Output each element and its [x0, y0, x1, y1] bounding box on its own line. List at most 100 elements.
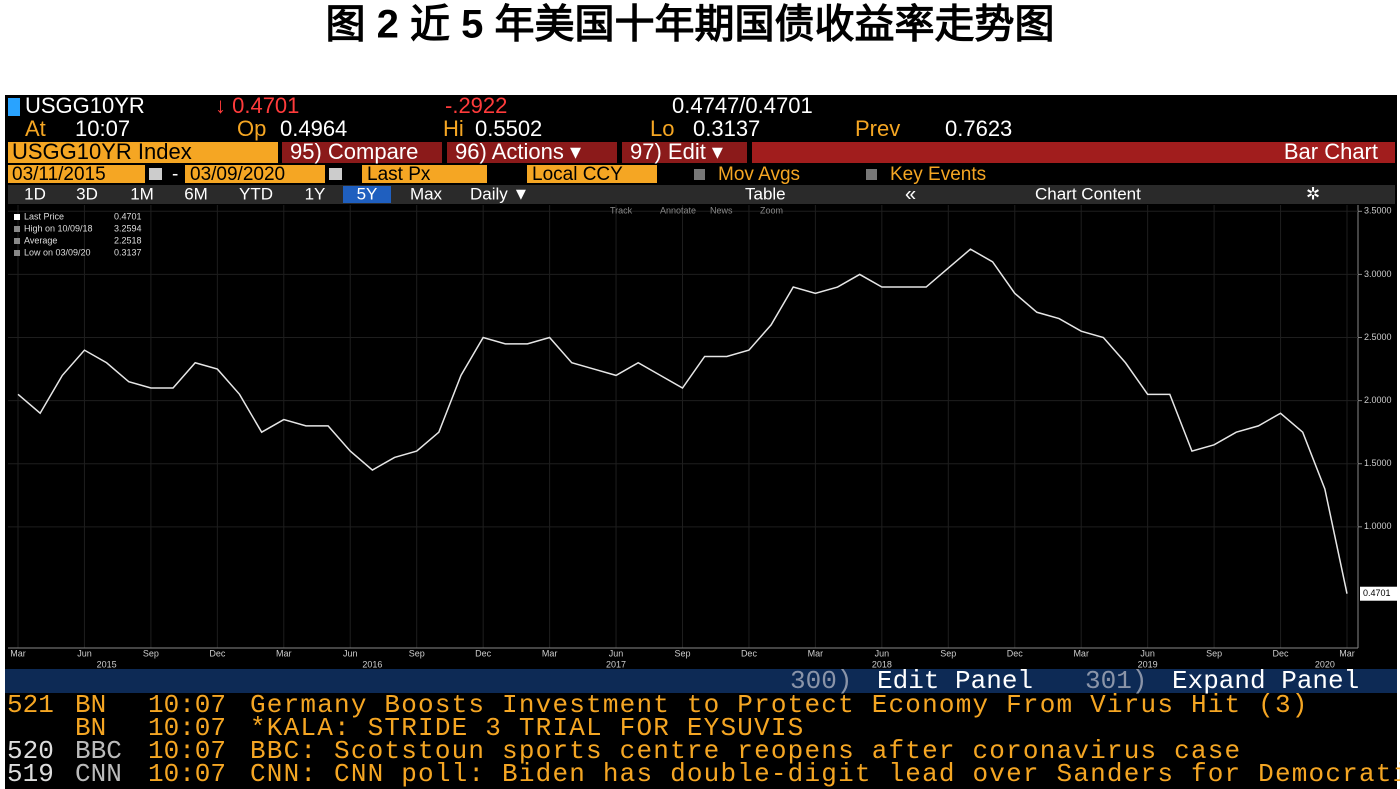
- chart-tool[interactable]: Track: [610, 205, 633, 215]
- actions: 96) Actions ▾: [455, 139, 581, 164]
- hi: 0.5502: [475, 116, 542, 141]
- x-tick-label: Jun: [343, 648, 358, 658]
- currency: Local CCY: [532, 164, 623, 185]
- edit-button[interactable]: [622, 142, 747, 163]
- legend-value: 2.2518: [114, 235, 142, 245]
- op: 0.4964: [280, 116, 347, 141]
- ticker-marker: [8, 98, 20, 116]
- collapse[interactable]: «: [905, 183, 916, 205]
- expand-panel-number: 301): [1085, 666, 1147, 696]
- edit-panel[interactable]: Edit Panel: [877, 666, 1033, 696]
- x-tick-label: Sep: [409, 648, 425, 658]
- field-box[interactable]: [362, 165, 487, 183]
- news-time: 10:07: [148, 713, 226, 743]
- mov-avgs: Mov Avgs: [718, 164, 800, 185]
- news-headline[interactable]: *KALA: STRIDE 3 TRIAL FOR EYSUVIS: [250, 713, 804, 743]
- x-tick-label: Sep: [1206, 648, 1222, 658]
- ticker: USGG10YR: [25, 93, 145, 118]
- range-button[interactable]: 1D: [24, 184, 46, 203]
- plot: Mar Jun Sep Dec Mar Jun Sep Dec Mar Jun Sep Dec Mar J…: [8, 205, 1398, 669]
- legend-marker: [14, 250, 20, 256]
- last-price-box: [1360, 586, 1398, 601]
- range-button[interactable]: 6M: [184, 184, 208, 203]
- range-selected[interactable]: [343, 186, 391, 203]
- x-tick-label: Mar: [542, 648, 558, 658]
- checkbox[interactable]: [694, 169, 705, 180]
- range-button[interactable]: 1Y: [305, 184, 326, 203]
- y-tick-label: 2.5000: [1364, 332, 1392, 342]
- x-year-label: 2020: [1315, 659, 1335, 669]
- legend-value: 0.3137: [114, 247, 142, 257]
- x-tick-label: Mar: [276, 648, 292, 658]
- y-tick-label: 1.5000: [1364, 458, 1392, 468]
- news-id: 520: [7, 736, 54, 766]
- legend-marker: [14, 226, 20, 232]
- chart-type: Bar Chart: [1284, 139, 1378, 164]
- range-button[interactable]: 1M: [130, 184, 154, 203]
- x-year-label: 2015: [97, 659, 117, 669]
- news-time: 10:07: [148, 759, 226, 789]
- actions-button[interactable]: [447, 142, 617, 163]
- end-date-box[interactable]: [185, 165, 325, 183]
- at-label: At: [25, 116, 46, 141]
- x-tick-label: Mar: [10, 648, 26, 658]
- news-time: 10:07: [148, 736, 226, 766]
- news-list: 521 BN 10:07 Germany Boosts Investment to P…: [7, 690, 1400, 789]
- news-source: BN: [75, 690, 106, 720]
- end-date: 03/09/2020: [190, 164, 285, 185]
- x-tick-label: Jun: [77, 648, 92, 658]
- period[interactable]: Daily ▼: [470, 184, 529, 203]
- prev: 0.7623: [945, 116, 1012, 141]
- expand-panel[interactable]: Expand Panel: [1172, 666, 1359, 696]
- range-buttons: 1D 3D 1M 6M YTD 1Y 5Y Max: [24, 184, 442, 203]
- security: USGG10YR Index: [12, 139, 192, 164]
- range-button[interactable]: 3D: [76, 184, 98, 203]
- chart-type-bar: [752, 142, 1395, 163]
- currency-box[interactable]: [527, 165, 657, 183]
- range-button[interactable]: Max: [410, 184, 443, 203]
- y-tick-label: 1.0000: [1364, 521, 1392, 531]
- bid-ask: 0.4747/0.4701: [672, 93, 813, 118]
- security-box[interactable]: [8, 142, 278, 163]
- news-headline[interactable]: CNN: CNN poll: Biden has double-digit le…: [250, 759, 1400, 789]
- date-dash: -: [172, 164, 178, 185]
- y-tick-label: 3.0000: [1364, 269, 1392, 279]
- chart-tool[interactable]: Annotate: [660, 205, 696, 215]
- x-tick-label: Sep: [143, 648, 159, 658]
- calendar-icon[interactable]: [149, 168, 162, 180]
- x-tick-label: Mar: [808, 648, 824, 658]
- x-tick-label: Dec: [475, 648, 492, 658]
- last-price-label: 0.4701: [1363, 588, 1391, 598]
- y-tick-label: 2.0000: [1364, 395, 1392, 405]
- chart-tool[interactable]: Zoom: [760, 205, 783, 215]
- settings-icon[interactable]: ✲: [1306, 184, 1320, 203]
- x-tick-label: Mar: [1339, 648, 1355, 658]
- x-tick-label: Sep: [940, 648, 956, 658]
- range-button[interactable]: YTD: [239, 184, 273, 203]
- chart-tool[interactable]: News: [710, 205, 733, 215]
- news-id: 519: [7, 759, 54, 789]
- legend-label: High on 10/09/18: [24, 223, 93, 233]
- x-year-label: 2018: [872, 659, 892, 669]
- x-tick-label: Dec: [209, 648, 226, 658]
- table[interactable]: Table: [745, 184, 786, 203]
- x-tick-label: Dec: [1273, 648, 1290, 658]
- news-source: BBC: [75, 736, 122, 766]
- x-year-label: 2017: [606, 659, 626, 669]
- lo-label: Lo: [650, 116, 674, 141]
- legend-marker: [14, 238, 20, 244]
- news-headline[interactable]: BBC: Scotstoun sports centre reopens aft…: [250, 736, 1241, 766]
- legend-value: 0.4701: [114, 211, 142, 221]
- range-button[interactable]: 5Y: [357, 184, 378, 203]
- calendar-icon[interactable]: [329, 168, 342, 180]
- prev-label: Prev: [855, 116, 900, 141]
- edit-panel-number: 300): [790, 666, 852, 696]
- news-headline[interactable]: Germany Boosts Investment to Protect Eco…: [250, 690, 1309, 720]
- x-year-label: 2019: [1138, 659, 1158, 669]
- start-date-box[interactable]: [8, 165, 145, 183]
- lo: 0.3137: [693, 116, 760, 141]
- compare-button[interactable]: [282, 142, 442, 163]
- checkbox[interactable]: [866, 169, 877, 180]
- chart-content[interactable]: Chart Content: [1035, 184, 1141, 203]
